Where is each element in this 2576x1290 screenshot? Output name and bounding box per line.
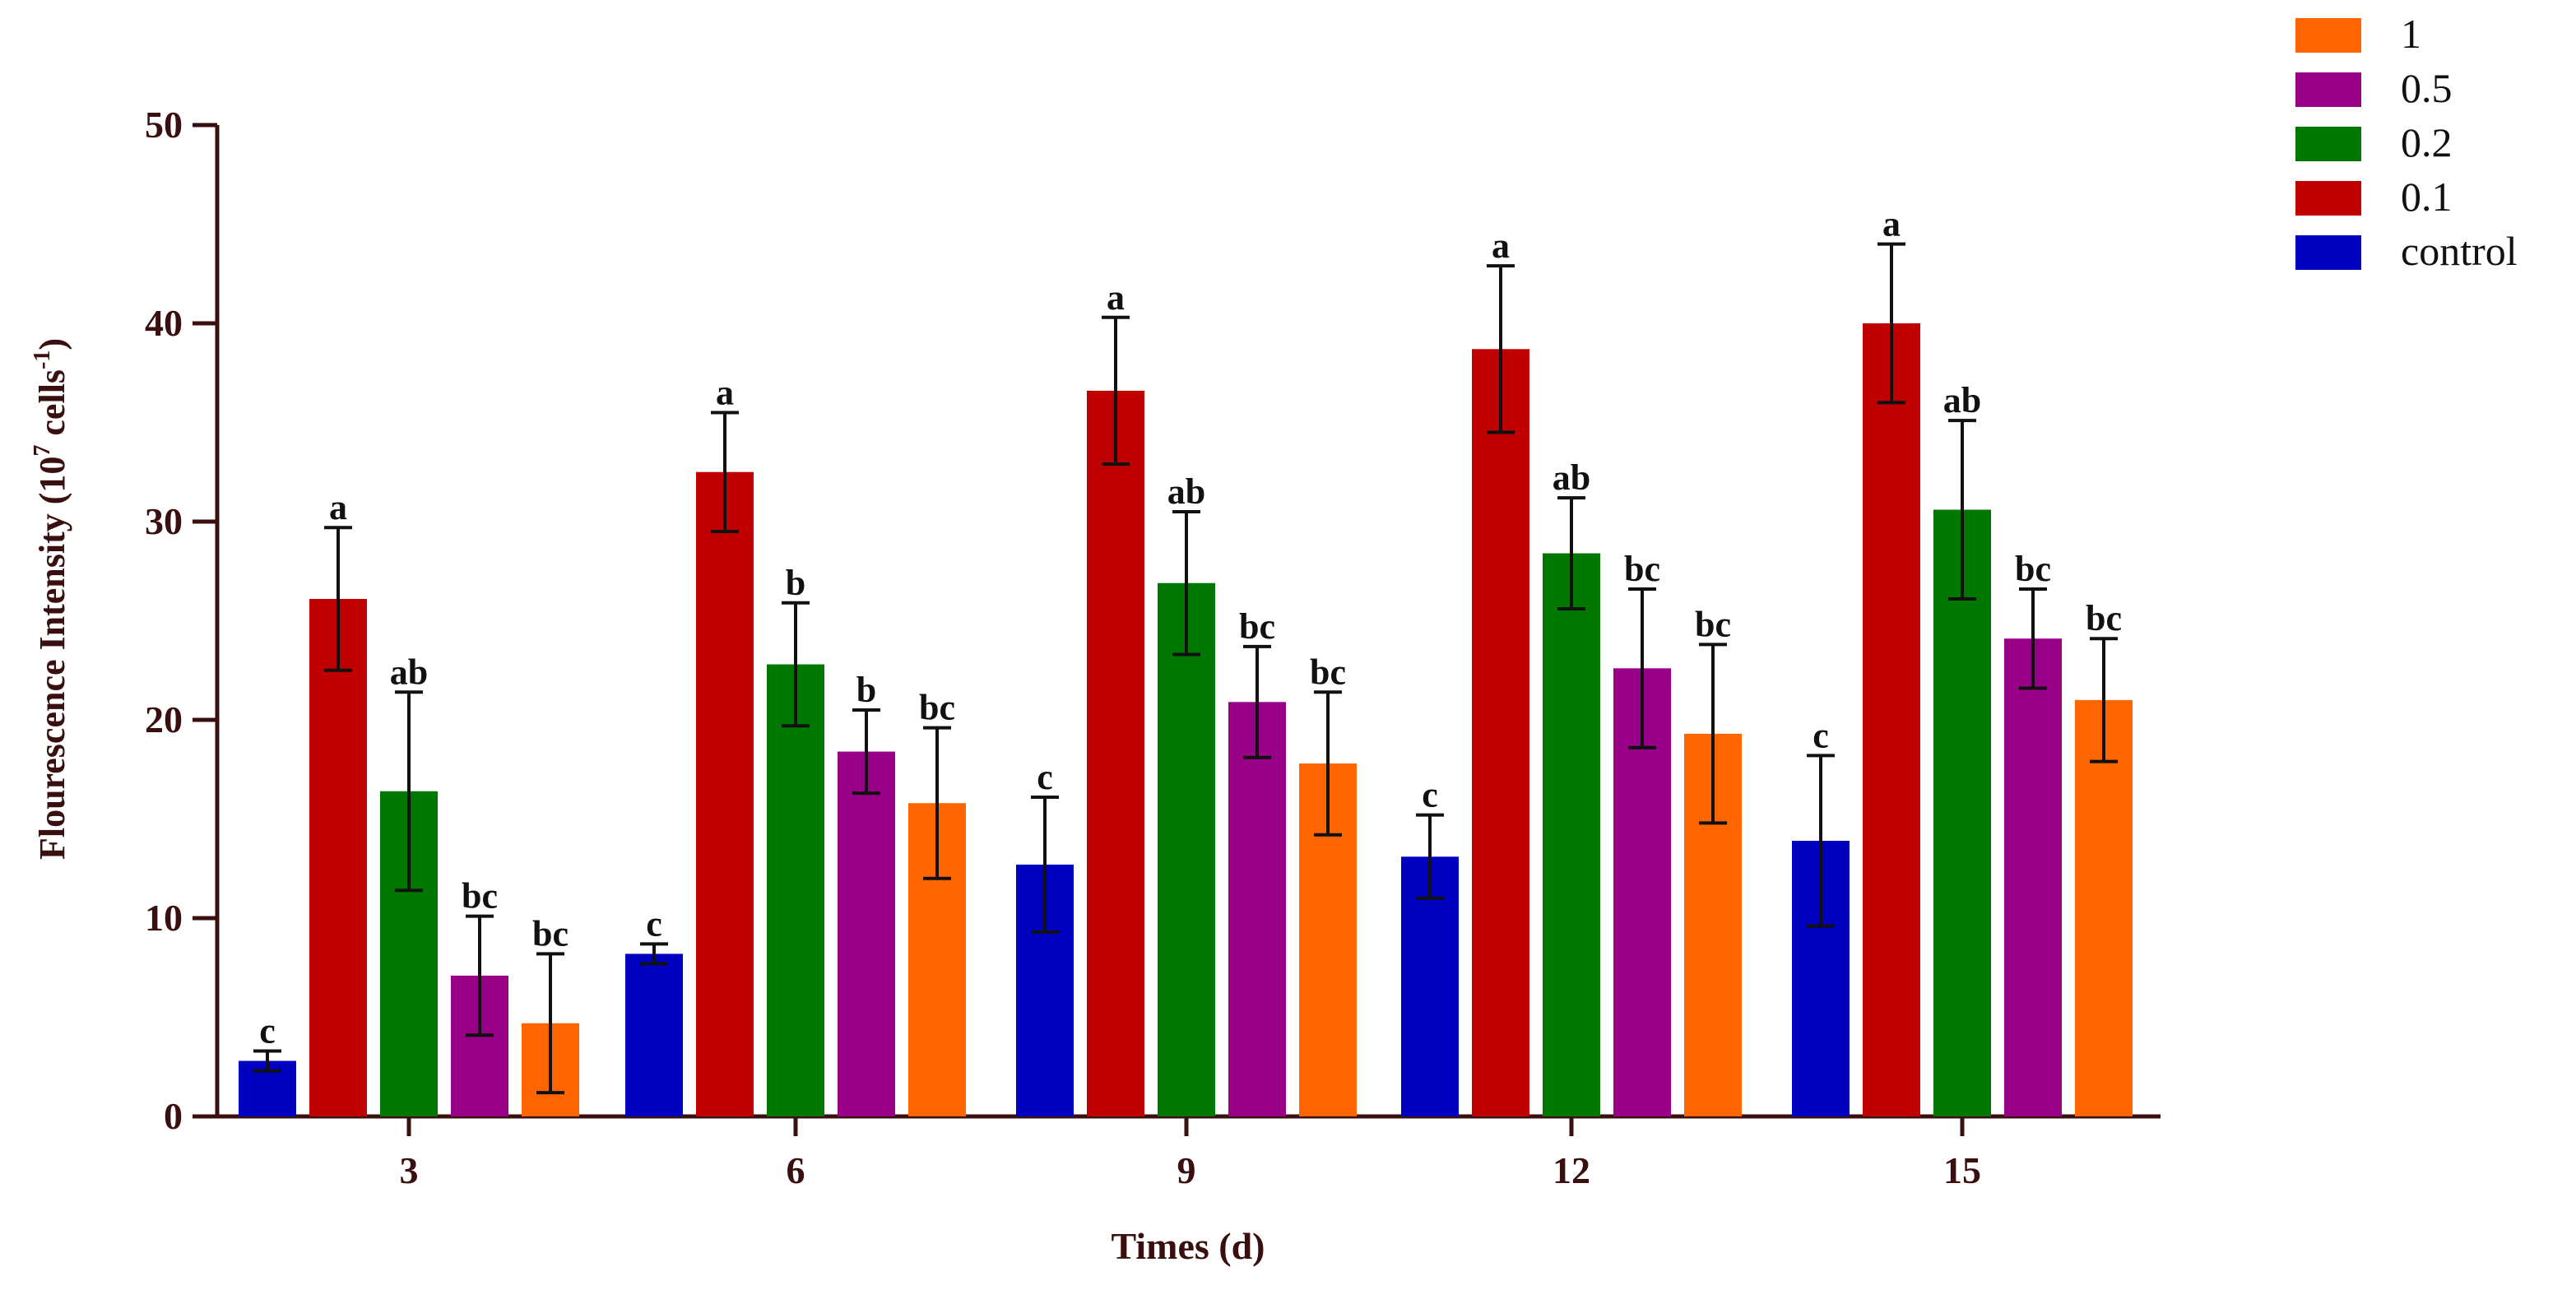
significance-label: c [1037,757,1053,797]
x-tick-label: 15 [1943,1149,1981,1191]
legend-swatch-0_1 [2295,181,2361,216]
significance-label: b [856,670,876,710]
legend-swatch-1 [2295,18,2361,53]
significance-label: bc [462,876,498,916]
significance-label: c [259,1010,276,1051]
significance-label: bc [1239,606,1275,647]
bar-0_1-3 [309,598,367,1116]
significance-label: bc [1695,604,1731,644]
significance-label: b [786,563,805,603]
significance-label: bc [532,913,569,954]
legend-swatch-0_5 [2295,72,2361,107]
y-tick-label: 30 [145,500,183,542]
y-axis-title-end: ) [32,338,72,350]
bar-0_1-15 [1863,323,1920,1116]
y-tick-label: 40 [145,302,183,344]
y-axis-title-sup2: -1 [30,350,55,369]
significance-label: ab [1943,380,1981,420]
x-tick-label: 12 [1553,1149,1590,1191]
legend-label-control: control [2401,228,2518,274]
bar-1-15 [2075,699,2133,1116]
significance-label: ab [1167,471,1205,512]
significance-label: c [1812,715,1829,755]
legend-label-1: 1 [2401,11,2421,57]
y-tick-label: 10 [145,897,183,939]
significance-label: bc [2086,598,2122,638]
legend-swatch-0_2 [2295,127,2361,161]
significance-label: c [1422,775,1438,815]
bar-0_1-6 [696,471,754,1116]
bar-0_5-15 [2004,638,2062,1116]
legend-label-0_5: 0.5 [2401,65,2453,111]
bar-control-12 [1401,856,1459,1116]
y-axis-title-sup1: 7 [30,445,55,457]
x-tick-label: 3 [400,1149,419,1191]
significance-label: a [716,372,734,412]
legend-label-0_2: 0.2 [2401,119,2453,165]
bar-0_2-6 [767,664,824,1116]
bar-0_2-9 [1158,582,1215,1116]
significance-label: ab [390,652,428,692]
bar-control-6 [625,954,683,1116]
x-tick-label: 6 [787,1149,805,1191]
legend: 1 0.5 0.2 0.1 control [2295,11,2518,274]
y-tick-label: 0 [164,1095,183,1137]
x-axis-title: Times (d) [1112,1225,1265,1267]
significance-label: bc [1624,549,1660,589]
y-tick-label: 20 [145,698,183,740]
legend-label-0_1: 0.1 [2401,174,2453,220]
bar-0_1-12 [1472,349,1529,1117]
bar-0_5-6 [838,751,895,1116]
significance-label: a [1882,204,1901,244]
significance-label: bc [919,688,955,728]
legend-swatch-control [2295,235,2361,270]
significance-label: bc [1310,652,1346,692]
significance-label: a [1492,225,1510,266]
significance-label: a [1107,277,1125,318]
significance-label: a [329,487,347,527]
significance-label: c [646,903,662,944]
bar-0_1-9 [1087,390,1144,1116]
y-axis-title: Flourescence Intensity (107 cells-1) [30,338,72,860]
bar-0_5-9 [1228,702,1286,1116]
bar-0_2-15 [1933,509,1991,1116]
x-tick-label: 9 [1177,1149,1196,1191]
significance-label: ab [1553,457,1590,498]
y-tick-label: 50 [145,104,183,146]
bar-0_2-12 [1543,553,1600,1116]
significance-label: bc [2015,549,2051,589]
y-axis-title-main: Flourescence Intensity (10 [32,457,72,860]
y-axis-title-mid: cells [32,369,72,445]
